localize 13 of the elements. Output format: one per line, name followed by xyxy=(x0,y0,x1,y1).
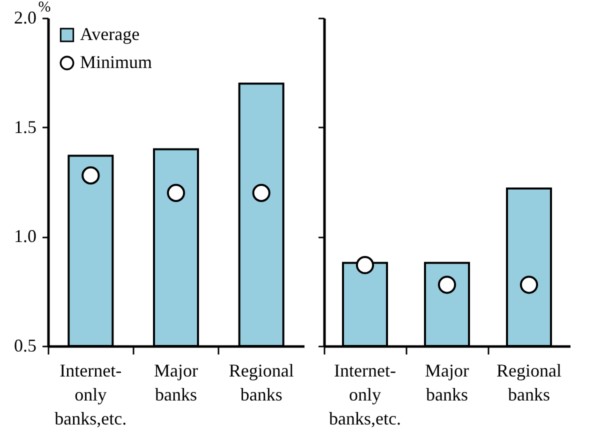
y-tick-label: 0.5 xyxy=(14,336,36,356)
x-tick-label: Major banks xyxy=(154,360,198,404)
x-tick-label: Internet-only banks,etc. xyxy=(329,360,401,428)
y-tick-label: 2.0 xyxy=(14,8,36,28)
legend-label: Minimum xyxy=(80,52,152,72)
legend-label: Average xyxy=(80,24,140,44)
x-tick-label: Regional banks xyxy=(496,360,562,404)
y-tick-label: 1.5 xyxy=(14,116,36,137)
y-axis-title: % xyxy=(38,0,51,16)
y-tick-label: 1.0 xyxy=(14,226,36,246)
x-tick-label: Regional banks xyxy=(228,360,294,404)
x-tick-label: Major banks xyxy=(425,360,469,404)
x-tick-label: Internet-only banks,etc. xyxy=(54,360,127,428)
